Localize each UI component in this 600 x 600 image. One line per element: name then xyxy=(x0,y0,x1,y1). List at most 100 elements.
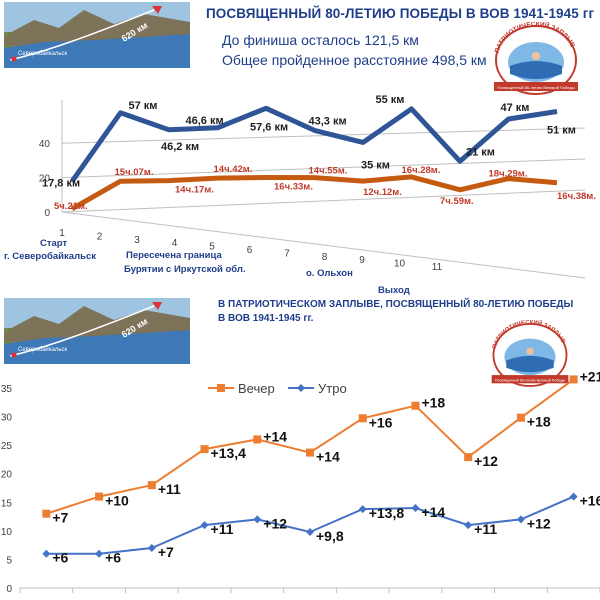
legend-swatch-marker xyxy=(297,384,305,392)
y-tick-label: 5 xyxy=(6,555,12,566)
logo-ribbon-text: Посвященный 80-летию Великой Победы xyxy=(495,378,566,382)
logo-ribbon-text: Посвященный 80-летию Великой Победы xyxy=(497,85,574,90)
data-label-time: 14ч.55м. xyxy=(309,166,348,177)
data-label: +16 xyxy=(580,493,600,509)
annotation-label: Выход xyxy=(378,285,410,296)
annotation-label: Пересечена граница xyxy=(126,250,222,261)
event-logo: ПАТРИОТИЧЕСКИЙ ЗАПЛЫВ Посвященный 80-лет… xyxy=(494,22,578,95)
data-label: +6 xyxy=(105,550,121,566)
data-label-distance: 57 км xyxy=(129,100,158,112)
legend: Вечер Утро xyxy=(208,381,347,396)
y-tick-label: 15 xyxy=(1,498,13,509)
gridline xyxy=(61,189,586,213)
data-label: +12 xyxy=(263,515,287,531)
data-label: +13,8 xyxy=(369,505,405,521)
event-logo: ПАТРИОТИЧЕСКИЙ ЗАПЛЫВ Посвященный 80-лет… xyxy=(491,319,569,387)
data-label: +10 xyxy=(105,493,129,509)
legend-swatch-marker xyxy=(217,384,225,392)
data-point-evening xyxy=(411,401,420,410)
x-tick-label: 6 xyxy=(247,245,253,256)
data-point-evening xyxy=(253,435,262,444)
x-tick-label: 4 xyxy=(172,238,178,249)
y-tick-label: 0 xyxy=(44,208,50,219)
x-tick-label: 10 xyxy=(394,259,406,270)
x-tick-label: 3 xyxy=(134,235,140,246)
y-tick-label: 20 xyxy=(39,174,51,185)
temperature-chart: 0 5 10 15 20 25 30 35 Вечер Утро +7 +10 +11 +13,4 +1… xyxy=(1,368,600,595)
data-label: +18 xyxy=(421,395,445,411)
data-point-evening xyxy=(516,413,525,422)
x-tick-label: 7 xyxy=(284,248,290,259)
series: +7 +10 +11 +13,4 +14 +14 +16 +18 +12 +18 +21 +6 +6 +7… xyxy=(42,368,600,566)
x-axis: 1 2 3 4 5 6 7 8 9 10 11 xyxy=(59,228,442,273)
floor-edge xyxy=(61,211,586,279)
stage-annotations: Старт г. Северобайкальск Пересечена границ… xyxy=(4,238,410,296)
data-label-time: 16ч.28м. xyxy=(402,165,441,176)
x-tick-label: 1 xyxy=(59,228,65,239)
data-point-morning xyxy=(516,515,525,524)
data-label-distance: 51 км xyxy=(547,124,576,136)
data-label-time: 15ч.07м. xyxy=(115,167,154,178)
x-tick-label: 2 xyxy=(97,231,103,242)
data-label-time: 7ч.59м. xyxy=(440,196,474,207)
y-tick-label: 20 xyxy=(1,470,13,481)
y-tick-label: 25 xyxy=(1,441,13,452)
data-point-evening xyxy=(358,414,367,423)
gridline xyxy=(61,158,586,179)
data-label: +11 xyxy=(211,521,234,537)
remaining-distance: До финиша осталось 121,5 км xyxy=(222,32,419,48)
distance-labels: 17,8 км 57 км 46,2 км 46,6 км 57,6 км 43,3 км… xyxy=(42,94,576,189)
data-point-evening xyxy=(147,481,156,490)
y-tick-label: 0 xyxy=(6,584,12,595)
legend-label: Вечер xyxy=(238,381,275,396)
grid xyxy=(61,100,586,279)
data-point-morning xyxy=(306,528,314,536)
data-label: +9,8 xyxy=(316,528,344,544)
y-axis: 0 20 40 xyxy=(39,139,51,219)
baikal-map-thumbnail: Северобайкальск 620 км xyxy=(4,298,190,364)
data-point-morning xyxy=(147,544,156,552)
data-point-morning xyxy=(569,492,578,501)
data-point-evening xyxy=(42,509,51,518)
y-tick-label: 30 xyxy=(1,413,13,424)
series-line-time xyxy=(70,174,558,211)
data-label-time: 5ч.21м. xyxy=(54,201,88,212)
bottom-panel: Северобайкальск 620 км В ПАТРИОТИЧЕСКОМ … xyxy=(0,296,600,600)
data-point-evening xyxy=(200,445,209,454)
data-point-morning xyxy=(358,505,367,514)
data-label-distance: 46,6 км xyxy=(186,115,224,127)
data-label-time: 14ч.42м. xyxy=(214,164,253,175)
data-label-distance: 35 км xyxy=(361,159,390,171)
data-point-morning xyxy=(200,521,209,530)
distance-time-chart: 0 20 40 1 2 3 4 5 6 7 8 9 10 11 17,8 км 57 км 46,2 км 4… xyxy=(4,94,596,296)
data-label-distance: 47 км xyxy=(501,102,530,114)
data-label-time: 14ч.17м. xyxy=(175,185,214,196)
data-label-distance: 43,3 км xyxy=(309,115,347,127)
total-distance: Общее пройденное расстояние 498,5 км xyxy=(222,52,487,68)
data-label: +14 xyxy=(421,504,445,520)
data-label: +6 xyxy=(52,550,68,566)
data-point-morning xyxy=(95,549,104,558)
data-label: +14 xyxy=(316,449,340,465)
data-label: +11 xyxy=(158,481,181,497)
x-tick-label: 8 xyxy=(322,252,328,263)
y-tick-label: 40 xyxy=(39,139,51,150)
data-label-distance: 46,2 км xyxy=(161,141,199,153)
x-tick-label: 11 xyxy=(432,262,443,273)
data-label: +21 xyxy=(580,368,600,384)
top-title: ПОСВЯЩЕННЫЙ 80-ЛЕТИЮ ПОБЕДЫ В ВОВ 1941-1… xyxy=(206,6,595,21)
x-tick-label: 9 xyxy=(359,255,365,266)
data-label: +12 xyxy=(474,453,498,469)
data-point-morning xyxy=(253,515,262,524)
x-tick-label: 5 xyxy=(209,242,215,253)
series-line-distance xyxy=(69,105,558,183)
axes: 0 5 10 15 20 25 30 35 xyxy=(1,384,600,595)
data-label-time: 18ч.29м. xyxy=(489,169,528,180)
top-panel: Северобайкальск 620 км ПОСВЯЩЕННЫЙ 80-ЛЕ… xyxy=(0,0,600,296)
annotation-label: г. Северобайкальск xyxy=(4,251,96,262)
annotation-label: Старт xyxy=(40,238,67,249)
data-point-morning xyxy=(411,504,420,512)
data-label: +16 xyxy=(369,414,393,430)
y-tick-label: 10 xyxy=(1,527,13,538)
data-point-morning xyxy=(464,521,473,530)
